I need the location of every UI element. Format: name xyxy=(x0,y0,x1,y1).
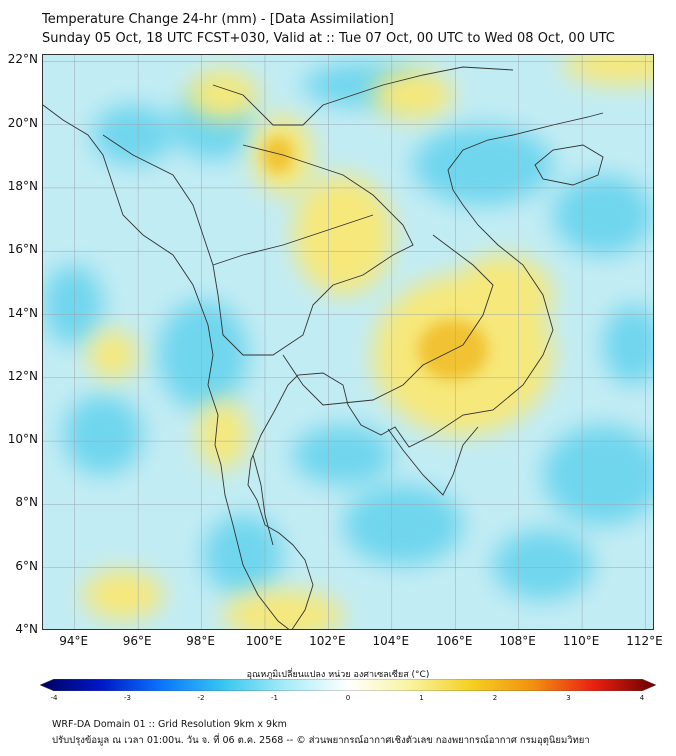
map-subtitle: Sunday 05 Oct, 18 UTC FCST+030, Valid at… xyxy=(42,31,615,46)
map-title: Temperature Change 24-hr (mm) - [Data As… xyxy=(42,12,394,27)
lon-tick-label: 104°E xyxy=(372,634,410,648)
lat-tick-label: 12°N xyxy=(7,368,38,383)
lat-tick-label: 20°N xyxy=(7,115,38,130)
lat-tick-label: 22°N xyxy=(7,52,38,67)
lon-tick-label: 94°E xyxy=(59,634,89,648)
lat-lon-gridlines xyxy=(43,55,653,629)
lon-tick-label: 112°E xyxy=(626,634,663,648)
colorbar-tick-label: -3 xyxy=(124,694,131,702)
lon-tick-label: 102°E xyxy=(309,634,346,648)
colorbar-title: อุณหภูมิเปลี่ยนแปลง หน่วย องศาเซลเซียส (… xyxy=(246,670,430,680)
lon-tick-label: 108°E xyxy=(499,634,536,648)
colorbar xyxy=(40,679,656,691)
footer-update-info: ปรับปรุงข้อมูล ณ เวลา 01:00น. วัน จ. ที่… xyxy=(52,735,590,746)
lon-tick-label: 106°E xyxy=(435,634,473,648)
colorbar-tick-label: 4 xyxy=(639,694,645,702)
colorbar-tick-label: 0 xyxy=(345,694,351,702)
lat-tick-label: 14°N xyxy=(7,305,38,320)
footer-domain-info: WRF-DA Domain 01 :: Grid Resolution 9km … xyxy=(52,719,287,730)
colorbar-gradient xyxy=(40,679,656,691)
colorbar-tick-label: -4 xyxy=(50,694,58,702)
colorbar-tick-label: 1 xyxy=(419,694,424,702)
colorbar-tick-label: -1 xyxy=(271,694,278,702)
lon-tick-label: 96°E xyxy=(122,634,152,648)
colorbar-tick-label: 3 xyxy=(566,694,571,702)
colorbar-tick-label: -2 xyxy=(197,694,205,702)
lon-tick-label: 98°E xyxy=(186,634,215,648)
lon-tick-label: 110°E xyxy=(562,634,600,648)
map-area xyxy=(42,54,654,630)
colorbar-tick-label: 2 xyxy=(492,694,498,702)
warm-anomaly-areas xyxy=(83,55,653,629)
lat-tick-label: 8°N xyxy=(15,495,38,510)
lon-tick-label: 100°E xyxy=(245,634,283,648)
cool-anomaly-areas xyxy=(43,63,653,600)
lat-tick-label: 10°N xyxy=(7,432,38,447)
lat-tick-label: 6°N xyxy=(15,558,38,573)
coastlines-and-borders xyxy=(43,66,604,629)
lat-tick-label: 16°N xyxy=(7,242,38,257)
lat-tick-label: 4°N xyxy=(15,622,38,636)
temperature-map xyxy=(43,55,653,629)
lat-tick-label: 18°N xyxy=(7,178,38,193)
